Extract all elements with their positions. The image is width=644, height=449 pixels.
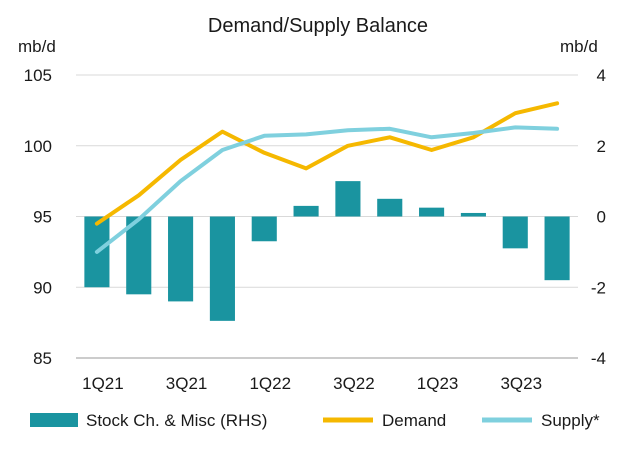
stock-change-bar bbox=[461, 213, 486, 217]
right-axis-unit: mb/d bbox=[560, 37, 598, 56]
left-axis-unit: mb/d bbox=[18, 37, 56, 56]
stock-change-bar bbox=[503, 217, 528, 249]
legend-label-stock: Stock Ch. & Misc (RHS) bbox=[86, 411, 267, 430]
x-tick-label: 1Q23 bbox=[417, 374, 459, 393]
demand-supply-chart: Demand/Supply Balance mb/d mb/d 105 100 95… bbox=[0, 0, 644, 449]
left-axis-ticks: 105 100 95 90 85 bbox=[24, 66, 52, 368]
legend-label-demand: Demand bbox=[382, 411, 446, 430]
line-series bbox=[97, 103, 557, 252]
x-tick-label: 3Q23 bbox=[500, 374, 542, 393]
stock-change-bar bbox=[419, 208, 444, 217]
legend: Stock Ch. & Misc (RHS) Demand Supply* bbox=[30, 411, 600, 430]
stock-change-bar bbox=[210, 217, 235, 321]
left-tick-label: 105 bbox=[24, 66, 52, 85]
chart-title: Demand/Supply Balance bbox=[208, 15, 428, 37]
stock-change-bar bbox=[294, 206, 319, 217]
stock-change-bar bbox=[335, 181, 360, 216]
right-tick-label: 4 bbox=[597, 66, 606, 85]
left-tick-label: 95 bbox=[33, 208, 52, 227]
demand-line bbox=[97, 103, 557, 223]
stock-change-bar bbox=[545, 217, 570, 281]
left-tick-label: 100 bbox=[24, 137, 52, 156]
x-axis-ticks: 1Q21 3Q21 1Q22 3Q22 1Q23 3Q23 bbox=[82, 374, 542, 393]
stock-change-bar bbox=[168, 217, 193, 302]
x-tick-label: 3Q21 bbox=[166, 374, 208, 393]
x-tick-label: 1Q21 bbox=[82, 374, 124, 393]
left-tick-label: 85 bbox=[33, 349, 52, 368]
right-tick-label: 2 bbox=[597, 137, 606, 156]
left-tick-label: 90 bbox=[33, 278, 52, 297]
stock-change-bar bbox=[252, 217, 277, 242]
right-tick-label: -4 bbox=[591, 349, 606, 368]
right-axis-ticks: 4 2 0 -2 -4 bbox=[591, 66, 606, 368]
right-tick-label: 0 bbox=[597, 208, 606, 227]
x-tick-label: 3Q22 bbox=[333, 374, 375, 393]
right-tick-label: -2 bbox=[591, 278, 606, 297]
legend-label-supply: Supply* bbox=[541, 411, 600, 430]
x-tick-label: 1Q22 bbox=[249, 374, 291, 393]
stock-change-bar bbox=[377, 199, 402, 217]
legend-swatch-stock bbox=[30, 413, 78, 427]
